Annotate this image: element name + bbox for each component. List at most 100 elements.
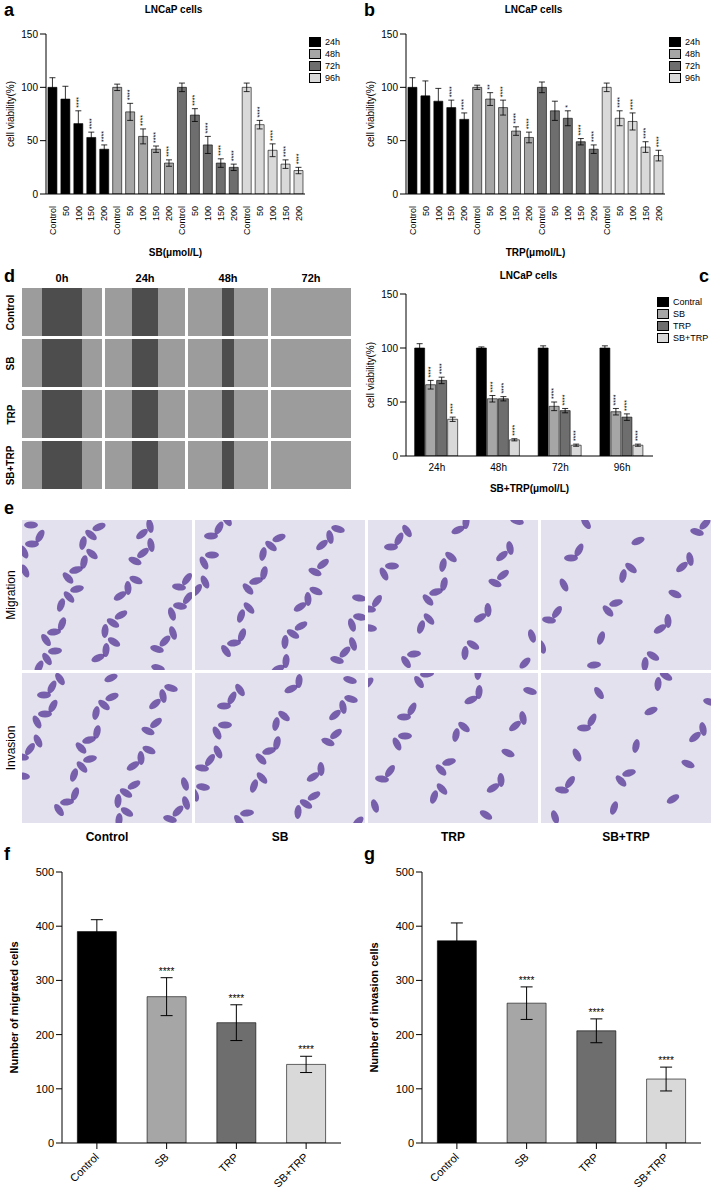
svg-text:200: 200 <box>524 206 534 221</box>
svg-text:****: **** <box>427 366 434 377</box>
svg-text:50: 50 <box>61 206 71 216</box>
svg-text:100: 100 <box>628 206 638 221</box>
svg-text:Control: Control <box>177 206 187 235</box>
svg-text:SB+TRP: SB+TRP <box>631 1151 670 1190</box>
svg-text:****: **** <box>438 363 445 374</box>
svg-text:TRP: TRP <box>216 1151 240 1175</box>
svg-text:****: **** <box>269 130 276 141</box>
svg-text:150: 150 <box>576 206 586 221</box>
svg-text:****: **** <box>512 113 519 124</box>
svg-text:150: 150 <box>151 206 161 221</box>
svg-text:100: 100 <box>74 206 84 221</box>
svg-text:Control: Control <box>67 1151 101 1185</box>
svg-text:SB: SB <box>152 1151 171 1170</box>
svg-text:300: 300 <box>36 974 54 986</box>
svg-text:0: 0 <box>392 451 398 462</box>
svg-text:150: 150 <box>21 29 38 40</box>
svg-text:100: 100 <box>203 206 213 221</box>
svg-text:****: **** <box>88 118 95 129</box>
svg-text:****: **** <box>572 430 579 441</box>
svg-text:****: **** <box>449 403 456 414</box>
svg-text:Control: Control <box>48 206 58 235</box>
svg-text:200: 200 <box>589 206 599 221</box>
svg-text:Control: Control <box>602 206 612 235</box>
svg-text:****: **** <box>159 966 175 977</box>
svg-text:200: 200 <box>396 1029 414 1041</box>
svg-text:****: **** <box>612 394 619 405</box>
svg-text:150: 150 <box>381 289 398 300</box>
svg-text:100: 100 <box>21 82 38 93</box>
svg-text:200: 200 <box>164 206 174 221</box>
svg-text:48h: 48h <box>490 462 507 473</box>
svg-text:300: 300 <box>396 974 414 986</box>
svg-text:****: **** <box>75 97 82 108</box>
svg-text:50: 50 <box>27 135 39 146</box>
svg-text:100: 100 <box>36 1083 54 1095</box>
svg-text:****: **** <box>165 146 172 157</box>
svg-text:TRP: TRP <box>576 1151 600 1175</box>
svg-text:****: **** <box>126 89 133 100</box>
svg-text:50: 50 <box>387 135 399 146</box>
svg-text:50: 50 <box>190 206 200 216</box>
svg-text:SB: SB <box>512 1151 531 1170</box>
svg-text:100: 100 <box>434 206 444 221</box>
svg-text:200: 200 <box>229 206 239 221</box>
svg-text:*: * <box>564 105 571 108</box>
svg-text:150: 150 <box>281 206 291 221</box>
svg-text:50: 50 <box>550 206 560 216</box>
svg-text:Control: Control <box>472 206 482 235</box>
svg-text:50: 50 <box>421 206 431 216</box>
svg-text:SB(μmol/L): SB(μmol/L) <box>149 247 202 258</box>
svg-text:400: 400 <box>36 920 54 932</box>
svg-text:200: 200 <box>99 206 109 221</box>
svg-text:Control: Control <box>427 1151 461 1185</box>
svg-text:SB+TRP(μmol/L): SB+TRP(μmol/L) <box>490 483 569 494</box>
svg-text:****: **** <box>230 150 237 161</box>
svg-text:****: **** <box>500 382 507 393</box>
svg-text:50: 50 <box>255 206 265 216</box>
svg-text:50: 50 <box>387 397 399 408</box>
svg-text:****: **** <box>561 394 568 405</box>
svg-text:****: **** <box>191 94 198 105</box>
svg-text:100: 100 <box>268 206 278 221</box>
svg-text:TRP(μmol/L): TRP(μmol/L) <box>506 247 565 258</box>
svg-text:****: **** <box>519 975 535 986</box>
svg-text:Number of invasion cells: Number of invasion cells <box>368 942 380 1072</box>
svg-text:cell viability(%): cell viability(%) <box>365 342 376 408</box>
svg-text:****: **** <box>499 86 506 97</box>
svg-text:150: 150 <box>216 206 226 221</box>
svg-text:****: **** <box>550 388 557 399</box>
svg-text:500: 500 <box>36 866 54 878</box>
svg-text:****: **** <box>256 106 263 117</box>
svg-text:Control: Control <box>242 206 252 235</box>
svg-text:cell viability(%): cell viability(%) <box>365 81 376 147</box>
svg-text:SB+TRP: SB+TRP <box>271 1151 310 1190</box>
svg-text:****: **** <box>655 136 662 147</box>
svg-text:****: **** <box>616 97 623 108</box>
svg-text:96h: 96h <box>614 462 631 473</box>
svg-text:****: **** <box>282 146 289 157</box>
svg-text:**: ** <box>486 84 493 90</box>
svg-text:****: **** <box>295 153 302 164</box>
svg-text:****: **** <box>525 118 532 129</box>
svg-text:****: **** <box>139 115 146 126</box>
svg-text:Number of migrated cells: Number of migrated cells <box>8 941 20 1073</box>
svg-text:150: 150 <box>86 206 96 221</box>
svg-text:0: 0 <box>48 1137 54 1149</box>
svg-text:****: **** <box>448 86 455 97</box>
svg-text:****: **** <box>460 99 467 110</box>
svg-text:150: 150 <box>381 29 398 40</box>
svg-text:50: 50 <box>615 206 625 216</box>
svg-text:0: 0 <box>408 1137 414 1149</box>
svg-text:****: **** <box>658 1055 674 1066</box>
svg-text:100: 100 <box>498 206 508 221</box>
svg-text:0: 0 <box>32 189 38 200</box>
svg-text:100: 100 <box>396 1083 414 1095</box>
svg-text:150: 150 <box>446 206 456 221</box>
svg-text:50: 50 <box>485 206 495 216</box>
svg-text:****: **** <box>217 145 224 156</box>
svg-text:200: 200 <box>294 206 304 221</box>
svg-text:****: **** <box>642 128 649 139</box>
svg-text:100: 100 <box>381 82 398 93</box>
svg-text:****: **** <box>229 993 245 1004</box>
